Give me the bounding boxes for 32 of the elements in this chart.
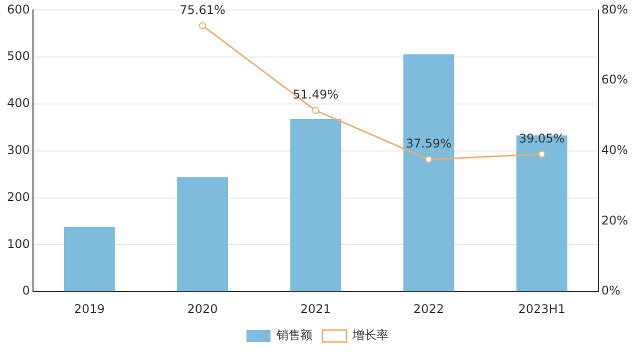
y-tick-label: 100 xyxy=(7,236,30,251)
y2-tick-label: 20% xyxy=(601,213,628,228)
point xyxy=(312,106,320,114)
point xyxy=(199,22,206,30)
x-tick-label: 2023H1 xyxy=(518,302,566,316)
y-tick-label: 200 xyxy=(7,190,30,204)
data-label: 51.49% xyxy=(292,88,338,102)
data-label: 39.05% xyxy=(518,131,565,146)
y-tick-label: 0 xyxy=(22,284,30,298)
y2-tick-label: 80% xyxy=(601,2,628,16)
x-tick-label: 2019 xyxy=(74,302,105,316)
data-label: 37.59% xyxy=(406,136,452,150)
y2-tick-label: 40% xyxy=(601,143,628,158)
x-tick-label: 2020 xyxy=(187,302,218,316)
legend-label: 增长率 xyxy=(352,328,388,342)
bar xyxy=(177,177,228,292)
y2-tick-label: 60% xyxy=(601,72,628,87)
y2-tick-label: 0% xyxy=(601,284,620,298)
x-tick-label: 2022 xyxy=(413,302,444,316)
bar xyxy=(290,119,342,292)
point xyxy=(538,150,546,158)
y-tick-label: 300 xyxy=(7,143,30,158)
x-tick-label: 2021 xyxy=(300,302,331,316)
y-tick-label: 500 xyxy=(7,49,30,64)
bar xyxy=(64,226,115,292)
legend-label: 销售额 xyxy=(276,328,312,342)
y-tick-label: 600 xyxy=(7,2,30,16)
point xyxy=(425,156,432,163)
data-label: 75.61% xyxy=(180,2,226,17)
bar xyxy=(516,135,568,292)
y-tick-label: 400 xyxy=(7,96,30,110)
bar xyxy=(403,54,454,292)
